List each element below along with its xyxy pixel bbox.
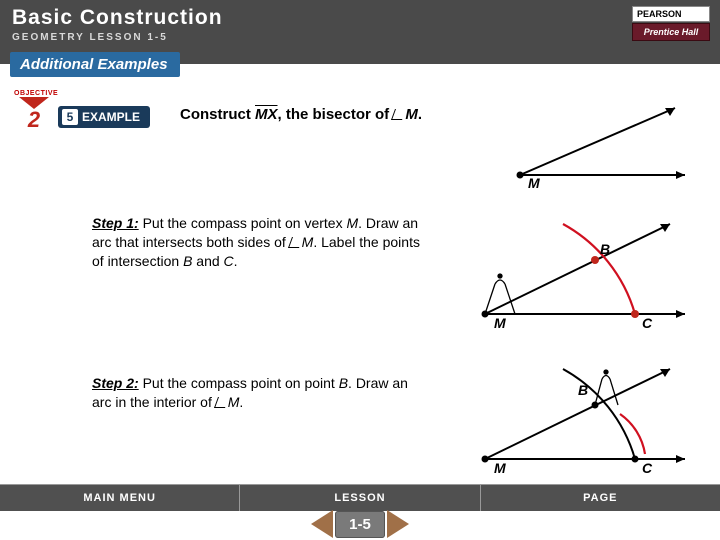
page-subtitle: GEOMETRY LESSON 1-5 <box>12 32 720 43</box>
header-bar: Basic Construction GEOMETRY LESSON 1-5 A… <box>0 0 720 64</box>
main-menu-button[interactable]: MAIN MENU <box>0 485 240 511</box>
objective-label: OBJECTIVE <box>14 90 54 97</box>
prompt-angle-m: M <box>405 106 418 123</box>
figure-2-arc: M B C <box>460 214 690 334</box>
step-2-label: Step 2: <box>92 375 139 391</box>
step1-d: and <box>192 253 223 269</box>
step1-v1: M <box>346 215 358 231</box>
step-2-text: Step 2: Put the compass point on point B… <box>92 374 422 412</box>
segment-mx: MX <box>255 106 278 123</box>
example-number: 5 <box>62 109 78 125</box>
figure-3-interior-arc: M B C <box>460 359 690 479</box>
footer-nav-bar: MAIN MENU LESSON PAGE <box>0 484 720 511</box>
step2-v1: B <box>339 375 348 391</box>
fig2-label-m: M <box>494 315 506 331</box>
example-prompt: Construct MX, the bisector of M. <box>180 106 422 123</box>
step1-e: . <box>234 253 238 269</box>
step-1-label: Step 1: <box>92 215 139 231</box>
step-1-text: Step 1: Put the compass point on vertex … <box>92 214 422 271</box>
fig3-label-c: C <box>642 460 653 476</box>
example-badge: 5 EXAMPLE <box>58 106 150 128</box>
step1-v2: B <box>183 253 192 269</box>
publisher-logo: PEARSON Prentice Hall <box>632 6 710 41</box>
pearson-logo: PEARSON <box>632 6 710 22</box>
prentice-hall-logo: Prentice Hall <box>632 23 710 41</box>
figure-1-angle: M <box>490 100 690 190</box>
step1-a: Put the compass point on vertex <box>139 215 347 231</box>
prev-lesson-arrow-icon[interactable] <box>311 510 333 538</box>
lesson-paginator: 1-5 <box>300 510 420 538</box>
lesson-number-box: 1-5 <box>335 511 385 538</box>
fig3-label-m: M <box>494 460 506 476</box>
lesson-button[interactable]: LESSON <box>240 485 480 511</box>
fig2-label-c: C <box>642 315 653 331</box>
footer: MAIN MENU LESSON PAGE 1-5 <box>0 484 720 540</box>
fig1-label-m: M <box>528 175 540 190</box>
content-area: OBJECTIVE 2 5 EXAMPLE Construct MX, the b… <box>0 64 720 514</box>
angle-icon <box>288 237 303 248</box>
prompt-post: . <box>418 106 422 123</box>
next-lesson-arrow-icon[interactable] <box>387 510 409 538</box>
prompt-mid: , the bisector of <box>278 106 394 123</box>
step1-v3: C <box>224 253 234 269</box>
step2-a: Put the compass point on point <box>139 375 339 391</box>
prompt-pre: Construct <box>180 106 255 123</box>
page-title: Basic Construction <box>12 0 720 30</box>
page-button[interactable]: PAGE <box>481 485 720 511</box>
objective-badge: OBJECTIVE 2 <box>14 90 54 133</box>
step1-ang: M <box>302 234 314 250</box>
angle-icon <box>214 397 229 408</box>
step2-ang: M <box>228 394 240 410</box>
objective-number: 2 <box>19 107 49 133</box>
fig2-label-b: B <box>600 241 610 257</box>
fig3-label-b: B <box>578 382 588 398</box>
objective-chevron-icon: 2 <box>19 97 49 133</box>
example-label: EXAMPLE <box>82 110 140 124</box>
step2-c: . <box>239 394 243 410</box>
